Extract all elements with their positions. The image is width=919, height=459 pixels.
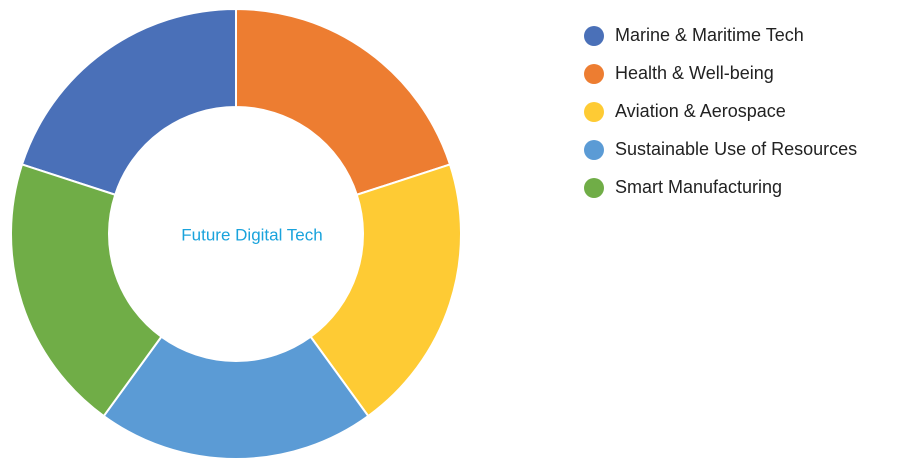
slice — [235, 7, 452, 197]
legend-swatch — [584, 178, 604, 198]
slice — [20, 7, 237, 197]
legend-swatch — [584, 64, 604, 84]
legend-swatch — [584, 26, 604, 46]
slice — [309, 163, 462, 418]
legend-label: Smart Manufacturing — [615, 177, 782, 197]
legend-swatch — [584, 102, 604, 122]
legend-label: Sustainable Use of Resources — [615, 139, 857, 159]
legend-label: Health & Well-being — [615, 63, 774, 83]
legend-label: Aviation & Aerospace — [615, 101, 786, 121]
slice — [10, 163, 163, 418]
legend-swatch — [584, 140, 604, 160]
center-label: Future Digital Tech — [181, 225, 322, 244]
slice — [102, 335, 370, 459]
legend-label: Marine & Maritime Tech — [615, 25, 804, 45]
